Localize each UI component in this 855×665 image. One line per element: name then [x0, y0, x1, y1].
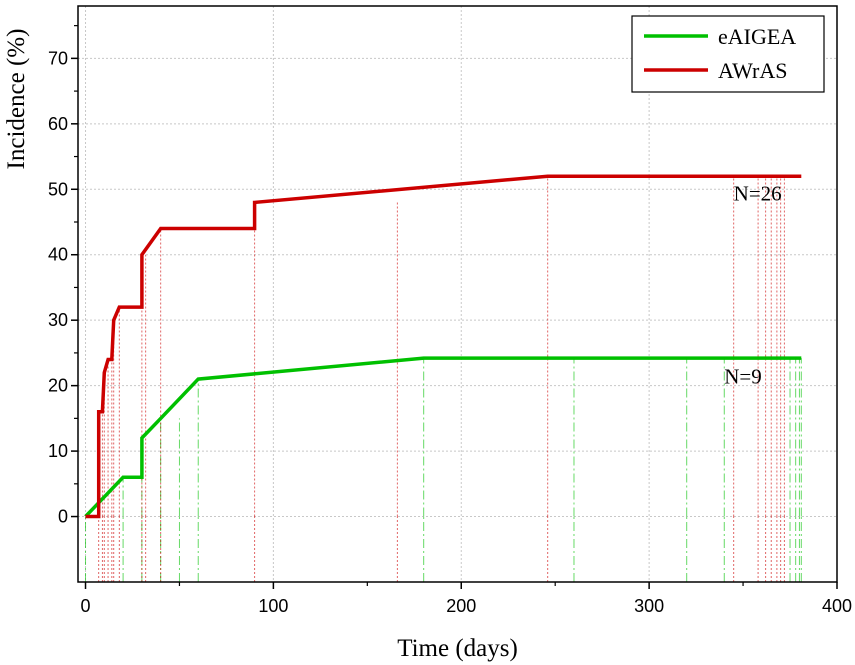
y-tick-label: 70 [48, 48, 68, 68]
x-tick-label: 0 [81, 596, 91, 616]
y-tick-label: 20 [48, 376, 68, 396]
y-tick-label: 60 [48, 114, 68, 134]
series-line-eaigea [84, 356, 802, 518]
event-time-markers [85, 176, 802, 582]
series-lines [84, 174, 802, 519]
y-axis-title: Incidence (%) [3, 29, 30, 170]
axis-ticks: 0 100 200 300 400 0 10 20 30 40 50 60 70 [48, 25, 852, 616]
y-tick-label: 30 [48, 310, 68, 330]
annotations: N=9 N=26 [724, 181, 781, 388]
x-tick-label: 100 [258, 596, 288, 616]
y-tick-label: 10 [48, 441, 68, 461]
x-tick-label: 400 [822, 596, 852, 616]
plot-frame [77, 5, 838, 583]
y-tick-label: 0 [58, 507, 68, 527]
y-tick-label: 50 [48, 179, 68, 199]
legend: eAIGEA AWrAS [631, 15, 825, 93]
y-tick-label: 40 [48, 245, 68, 265]
x-tick-label: 200 [446, 596, 476, 616]
legend-label: AWrAS [718, 58, 787, 83]
series-count-label: N=9 [724, 365, 762, 389]
x-axis-title: Time (days) [397, 635, 518, 662]
legend-box [631, 15, 825, 93]
series-count-label: N=26 [734, 181, 782, 205]
legend-label: eAIGEA [718, 24, 796, 49]
x-tick-label: 300 [634, 596, 664, 616]
series-line-awras [85, 174, 802, 519]
